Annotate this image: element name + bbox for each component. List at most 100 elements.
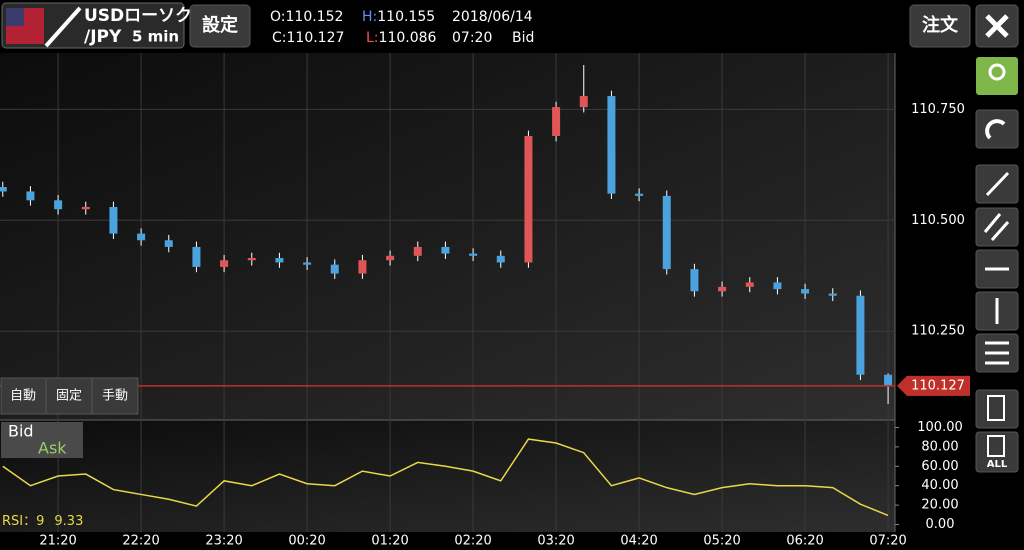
mode-label: 固定 (56, 389, 82, 404)
o-value: 110.152 (286, 9, 344, 25)
mode-button[interactable] (45, 377, 93, 415)
rsi-legend: RSI：9 9.33 (2, 514, 83, 529)
x-tick-label: 01:20 (371, 534, 408, 549)
bid-ask-toggle[interactable]: Bid Ask (1, 422, 83, 459)
x-tick-label: 07:20 (869, 534, 906, 549)
ask-label: Ask (38, 439, 67, 458)
candle-body (524, 135, 533, 263)
y-tick-label: 80.00 (921, 439, 958, 454)
delete-all-tool[interactable]: ALL (975, 431, 1019, 473)
candle-body (496, 255, 505, 263)
candle-body (275, 258, 284, 263)
y-tick-label: 110.750 (911, 102, 965, 117)
c-value: 110.127 (287, 30, 345, 46)
tool-icon (988, 63, 1006, 81)
all-label: ALL (987, 459, 1008, 470)
line-tool[interactable] (975, 164, 1019, 204)
ohlc-row-2: C:110.127 L:110.086 07:20 Bid (272, 30, 534, 46)
timeframe: 5 min (132, 28, 179, 46)
y-tick-label: 20.00 (921, 498, 958, 513)
parallel-tool[interactable] (975, 207, 1019, 247)
y-tick-label: 60.00 (921, 459, 958, 474)
candle-body (54, 200, 63, 210)
h-label: H: (362, 9, 377, 25)
mode-label: 手動 (102, 389, 128, 404)
candle-body (690, 269, 699, 292)
x-tick-label: 05:20 (703, 534, 740, 549)
price-tag (897, 375, 970, 396)
candle-body (828, 293, 837, 296)
rsi-value: 9.33 (54, 514, 83, 529)
mode-button[interactable] (0, 377, 47, 415)
l-value: 110.086 (379, 30, 437, 46)
candle-body (81, 206, 90, 210)
vline-tool[interactable] (975, 291, 1019, 331)
price-panel (0, 53, 895, 420)
hline-tool[interactable] (975, 249, 1019, 289)
x-tick-label: 04:20 (620, 534, 657, 549)
ohlc-row-1: O:110.152 H:110.155 2018/06/14 (270, 9, 533, 25)
pair-top: USDローソク (84, 6, 192, 26)
candle-body (109, 206, 118, 234)
x-tick-label: 06:20 (786, 534, 823, 549)
time: 07:20 (452, 30, 492, 46)
tool-icon (987, 395, 1005, 421)
candle-body (137, 233, 146, 241)
tool-icon (987, 435, 1005, 457)
x-tick-label: 23:20 (205, 534, 242, 549)
candle-body (358, 260, 367, 274)
y-tick-label: 110.250 (911, 324, 965, 339)
mode-bar: 自動 固定 手動 (0, 377, 139, 415)
rsi-line (2, 438, 889, 517)
x-tick-label: 03:20 (537, 534, 574, 549)
pair-button[interactable]: USDローソク /JPY 5 min (1, 2, 192, 49)
c-label: C: (272, 30, 287, 46)
candle-body (856, 295, 865, 375)
candle-body (192, 246, 201, 267)
x-tick-label: 02:20 (454, 534, 491, 549)
tool-frame (976, 57, 1018, 95)
candle-body (330, 264, 339, 274)
tool-frame (975, 109, 1019, 149)
toggle-frame (1, 422, 83, 458)
candle-body (441, 246, 450, 254)
tool-frame (975, 389, 1019, 429)
y-tick-label: 100.00 (917, 420, 963, 435)
y-tick-label: 40.00 (921, 478, 958, 493)
settings-frame (189, 4, 251, 48)
settings-button[interactable]: 設定 (189, 4, 251, 48)
fib-tool[interactable] (975, 333, 1019, 373)
order-button[interactable]: 注文 (909, 4, 971, 48)
pair-bottom: /JPY (84, 27, 122, 47)
mode-button[interactable] (91, 377, 139, 415)
rsi-panel (0, 420, 895, 532)
order-frame (909, 4, 971, 48)
candle-body (469, 253, 478, 256)
magnet-tool[interactable] (975, 109, 1019, 149)
tool-icon (985, 171, 1010, 197)
mode-label: 自動 (10, 389, 36, 404)
x-tick-label: 21:20 (39, 534, 76, 549)
map-tool[interactable] (976, 57, 1018, 95)
candle-body (773, 282, 782, 290)
y-tick-label: 0.00 (926, 517, 955, 532)
candle-body (164, 240, 173, 247)
pair-frame (1, 2, 185, 49)
candle-body (247, 258, 256, 261)
close-button[interactable] (975, 4, 1019, 48)
x-tick-label: 00:20 (288, 534, 325, 549)
candle-body (607, 96, 616, 194)
candle-body (303, 262, 312, 265)
delete-tool[interactable] (975, 389, 1019, 429)
close-icon (985, 14, 1009, 38)
order-label: 注文 (922, 14, 959, 36)
candle-body (579, 96, 588, 108)
candle-body (884, 374, 893, 386)
side: Bid (512, 30, 534, 46)
y-tick-label: 110.500 (911, 213, 965, 228)
tool-frame (975, 431, 1019, 473)
bid-label: Bid (8, 422, 34, 441)
tool-icon (985, 119, 1006, 140)
flag-divider (44, 6, 82, 48)
